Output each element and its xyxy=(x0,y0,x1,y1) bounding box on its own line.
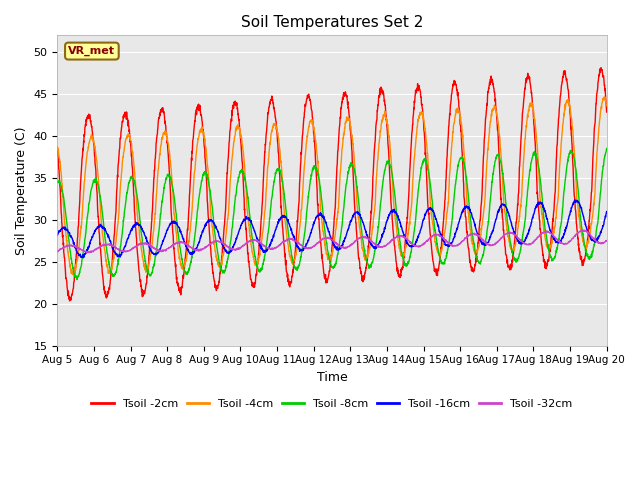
Tsoil -2cm xyxy=(603,109,611,115)
Tsoil -2cm xyxy=(348,148,356,154)
Tsoil -32cm xyxy=(84,250,92,255)
Tsoil -8cm xyxy=(603,146,611,152)
Tsoil -4cm xyxy=(348,132,356,138)
Tsoil -8cm xyxy=(570,153,577,158)
Tsoil -4cm xyxy=(69,272,77,277)
Tsoil -8cm xyxy=(73,276,81,282)
Title: Soil Temperatures Set 2: Soil Temperatures Set 2 xyxy=(241,15,423,30)
Tsoil -16cm xyxy=(492,217,500,223)
Tsoil -2cm xyxy=(570,180,577,186)
Tsoil -8cm xyxy=(492,157,500,163)
Tsoil -32cm xyxy=(54,249,61,254)
Tsoil -2cm xyxy=(360,277,368,283)
Tsoil -4cm xyxy=(492,107,500,112)
Tsoil -16cm xyxy=(80,255,88,261)
Tsoil -32cm xyxy=(207,241,214,247)
Tsoil -32cm xyxy=(570,235,577,240)
Tsoil -16cm xyxy=(54,232,61,238)
Tsoil -8cm xyxy=(348,162,356,168)
Tsoil -8cm xyxy=(54,180,61,185)
Tsoil -16cm xyxy=(554,240,562,245)
Tsoil -32cm xyxy=(554,238,562,244)
Tsoil -32cm xyxy=(603,238,611,243)
Tsoil -32cm xyxy=(579,227,586,233)
Legend: Tsoil -2cm, Tsoil -4cm, Tsoil -8cm, Tsoil -16cm, Tsoil -32cm: Tsoil -2cm, Tsoil -4cm, Tsoil -8cm, Tsoi… xyxy=(87,395,577,413)
Line: Tsoil -8cm: Tsoil -8cm xyxy=(58,149,607,279)
Tsoil -16cm xyxy=(348,216,356,222)
Text: VR_met: VR_met xyxy=(68,46,115,56)
Tsoil -32cm xyxy=(360,234,368,240)
Tsoil -4cm xyxy=(54,144,61,150)
Line: Tsoil -32cm: Tsoil -32cm xyxy=(58,230,607,252)
Tsoil -2cm xyxy=(207,246,214,252)
Tsoil -4cm xyxy=(360,252,368,258)
Tsoil -2cm xyxy=(54,145,61,151)
Tsoil -4cm xyxy=(554,193,562,199)
Y-axis label: Soil Temperature (C): Soil Temperature (C) xyxy=(15,126,28,255)
Line: Tsoil -16cm: Tsoil -16cm xyxy=(58,200,607,258)
Tsoil -8cm xyxy=(554,239,562,245)
Tsoil -4cm xyxy=(570,140,577,145)
Tsoil -4cm xyxy=(601,94,609,100)
Tsoil -16cm xyxy=(207,217,214,223)
Tsoil -2cm xyxy=(554,121,562,127)
Tsoil -2cm xyxy=(492,103,500,109)
Tsoil -8cm xyxy=(207,193,214,199)
Tsoil -32cm xyxy=(492,240,500,246)
Tsoil -4cm xyxy=(207,209,214,215)
Tsoil -16cm xyxy=(360,222,368,228)
Tsoil -4cm xyxy=(603,103,611,108)
Tsoil -8cm xyxy=(360,245,368,251)
Line: Tsoil -2cm: Tsoil -2cm xyxy=(58,68,607,301)
Line: Tsoil -4cm: Tsoil -4cm xyxy=(58,97,607,275)
Tsoil -2cm xyxy=(66,298,74,304)
Tsoil -16cm xyxy=(571,197,579,203)
Tsoil -16cm xyxy=(603,209,611,215)
Tsoil -2cm xyxy=(597,65,605,71)
Tsoil -32cm xyxy=(348,241,356,247)
X-axis label: Time: Time xyxy=(317,371,348,384)
Tsoil -16cm xyxy=(570,200,577,205)
